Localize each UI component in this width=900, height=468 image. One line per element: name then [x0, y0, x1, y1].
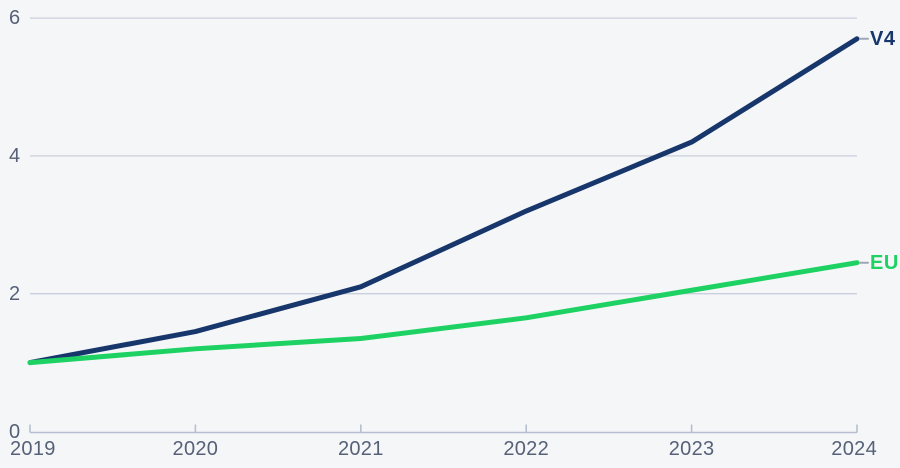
series-lines	[27, 36, 860, 366]
x-tick-label-2023: 2023	[668, 438, 715, 460]
x-tick-label-2021: 2021	[337, 438, 384, 460]
series-label-eu: EU	[870, 251, 899, 274]
y-tick-label-2: 2	[9, 282, 21, 305]
x-tick-label-2020: 2020	[172, 438, 219, 460]
x-axis	[29, 424, 858, 434]
x-tick-label-2019: 2019	[10, 438, 56, 460]
gridlines	[30, 17, 857, 295]
x-tick-label-2022: 2022	[503, 438, 550, 460]
y-tick-label-6: 6	[9, 7, 21, 30]
y-tick-label-4: 4	[9, 144, 21, 167]
leader-dashes	[859, 37, 869, 264]
series-label-v4: V4	[870, 27, 896, 50]
y-tick-label-0: 0	[9, 420, 21, 443]
x-tick-label-2024: 2024	[831, 438, 877, 460]
eu-line	[27, 260, 860, 366]
v4-line	[27, 36, 860, 366]
